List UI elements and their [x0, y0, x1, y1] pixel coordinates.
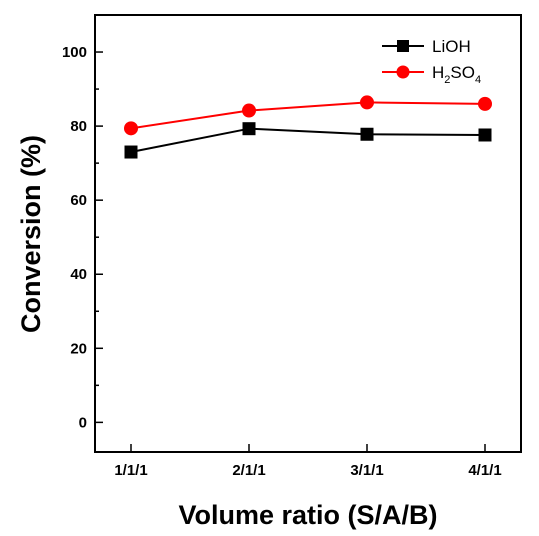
point-h2so4-1 — [242, 103, 256, 118]
point-lioh-0 — [124, 145, 138, 159]
series-line-h2so4 — [130, 101, 486, 130]
plot-frame — [94, 14, 522, 453]
y-tick-label-40: 40 — [70, 266, 87, 283]
x-axis-ticks: 1/1/1 2/1/1 3/1/1 4/1/1 — [114, 444, 502, 479]
legend-label-h2so4-so: SO — [450, 63, 475, 82]
x-axis-title: Volume ratio (S/A/B) — [178, 500, 437, 530]
series-line-lioh — [130, 127, 486, 154]
legend-marker-h2so4 — [396, 65, 410, 79]
legend-label-h2so4: H2SO4 — [432, 63, 481, 86]
legend-item-lioh: LiOH — [382, 37, 471, 56]
y-axis-ticks: 0 20 40 60 80 100 — [62, 44, 103, 431]
y-tick-label-100: 100 — [62, 44, 87, 61]
x-tick-label-1: 2/1/1 — [232, 462, 265, 479]
point-h2so4-2 — [360, 95, 374, 110]
x-tick-label-0: 1/1/1 — [114, 462, 147, 479]
legend-label-lioh: LiOH — [432, 37, 471, 56]
legend-label-h2so4-sub-4: 4 — [475, 74, 481, 86]
point-lioh-1 — [242, 122, 256, 136]
point-lioh-2 — [360, 127, 374, 141]
y-tick-label-80: 80 — [70, 118, 87, 135]
y-tick-label-0: 0 — [79, 414, 87, 431]
legend-marker-lioh — [397, 40, 409, 52]
point-h2so4-0 — [124, 121, 138, 136]
point-h2so4-3 — [478, 96, 492, 111]
legend-item-h2so4: H2SO4 — [382, 63, 481, 86]
y-axis-title: Conversion (%) — [16, 135, 46, 333]
point-lioh-3 — [478, 128, 492, 142]
legend: LiOH H2SO4 — [382, 37, 481, 86]
x-tick-label-2: 3/1/1 — [350, 462, 383, 479]
series-layer — [124, 95, 492, 159]
x-tick-label-3: 4/1/1 — [468, 462, 501, 479]
y-tick-label-20: 20 — [70, 340, 87, 357]
legend-label-h2so4-sub-2: 2 — [444, 74, 450, 86]
legend-label-h2so4-h: H — [432, 63, 444, 82]
y-tick-label-60: 60 — [70, 192, 87, 209]
